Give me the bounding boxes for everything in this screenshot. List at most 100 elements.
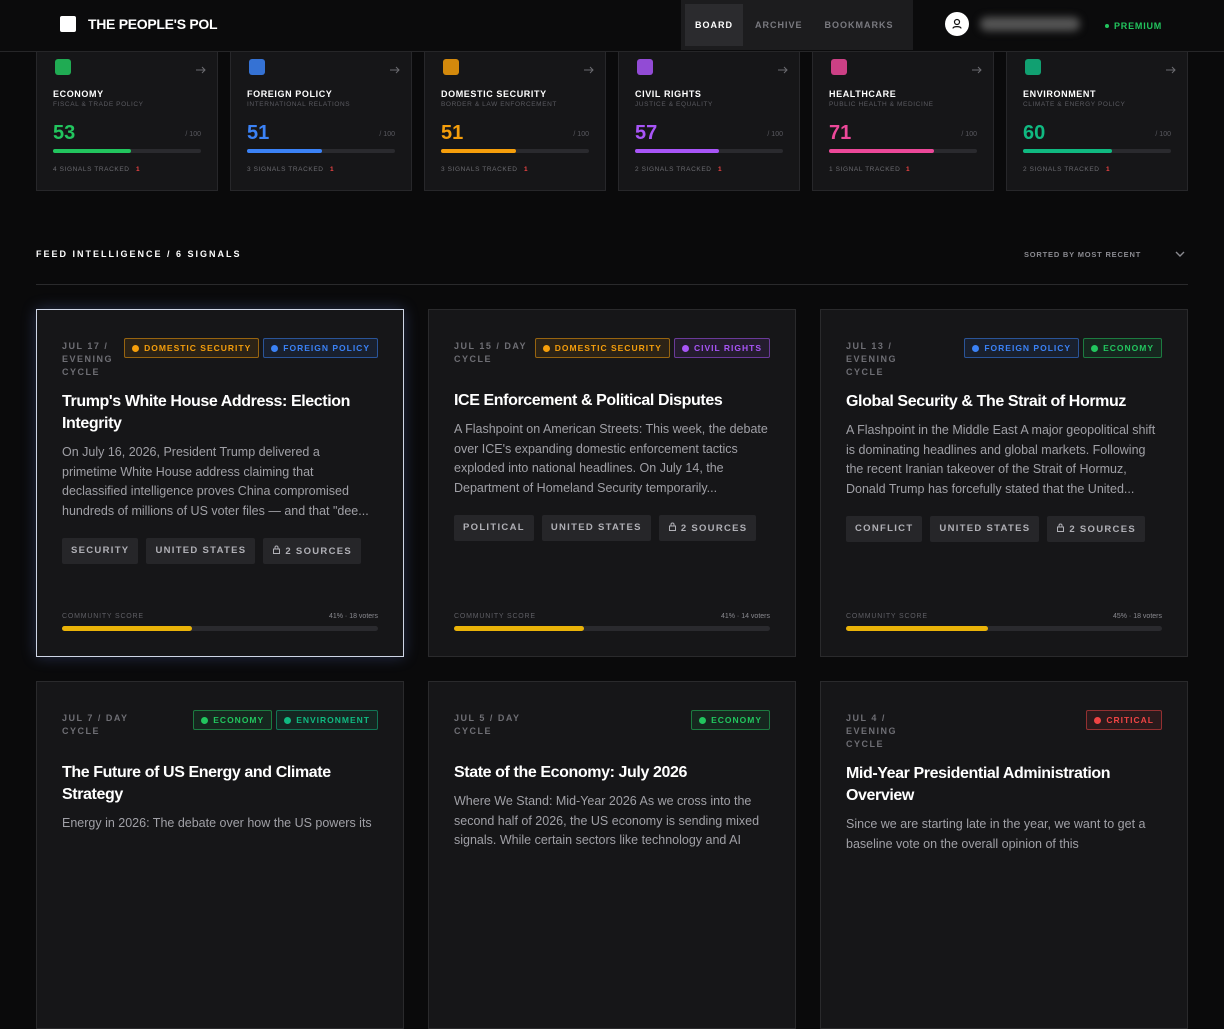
lock-icon xyxy=(273,545,281,554)
category-max: / 100 xyxy=(961,131,977,138)
signal-card[interactable]: JUL 5 / DAY CYCLE ECONOMY State of the Eco… xyxy=(428,681,796,1029)
keyword[interactable]: SECURITY xyxy=(62,538,139,564)
tag[interactable]: DOMESTIC SECURITY xyxy=(534,338,670,358)
nav-item[interactable]: BOOKMARKS xyxy=(824,20,894,30)
keyword[interactable]: UNITED STATES xyxy=(146,538,256,564)
signal-card[interactable]: JUL 4 / EVENING CYCLE CRITICAL Mid-Year Pr… xyxy=(820,681,1188,1029)
card-top: JUL 4 / EVENING CYCLE CRITICAL xyxy=(846,710,1162,751)
alert-count: 1 xyxy=(136,166,140,173)
category-max: / 100 xyxy=(573,131,589,138)
tag-icon xyxy=(699,716,707,724)
tags: FOREIGN POLICY ECONOMY xyxy=(964,338,1162,358)
score-fill xyxy=(635,149,720,153)
score-track xyxy=(1023,149,1171,153)
tag-icon xyxy=(681,344,689,352)
category-card[interactable]: CIVIL RIGHTS JUSTICE & EQUALITY 57 / 100 2 S… xyxy=(618,30,800,191)
category-subtitle: PUBLIC HEALTH & MEDICINE xyxy=(829,101,934,108)
sources[interactable]: 2 SOURCES xyxy=(263,538,362,564)
tag[interactable]: DOMESTIC SECURITY xyxy=(124,338,260,358)
tag[interactable]: CIVIL RIGHTS xyxy=(673,338,770,358)
category-score: 51 xyxy=(247,122,270,144)
signals-tracked: 4 SIGNALS TRACKED xyxy=(53,166,130,173)
score-track xyxy=(441,149,589,153)
sort-chevron[interactable] xyxy=(1174,249,1186,259)
tag[interactable]: ECONOMY xyxy=(193,710,273,730)
score-label: COMMUNITY SCORE xyxy=(454,613,536,620)
tag[interactable]: ECONOMY xyxy=(1083,338,1162,358)
tag[interactable]: CRITICAL xyxy=(1086,710,1162,730)
score-value: 41% · 14 voters xyxy=(720,613,770,620)
nav-item[interactable]: BOARD xyxy=(685,4,743,46)
tag[interactable]: FOREIGN POLICY xyxy=(263,338,378,358)
alert-count: 1 xyxy=(524,166,528,173)
signal-card[interactable]: JUL 13 / EVENING CYCLE FOREIGN POLICY ECON… xyxy=(820,309,1188,657)
card-title: ICE Enforcement & Political Disputes xyxy=(454,392,723,409)
tag[interactable]: ECONOMY xyxy=(691,710,770,730)
category-card[interactable]: FOREIGN POLICY INTERNATIONAL RELATIONS 51 /… xyxy=(230,30,412,191)
keyword[interactable]: CONFLICT xyxy=(846,516,923,542)
signal-card[interactable]: JUL 15 / DAY CYCLE DOMESTIC SECURITY CIVIL… xyxy=(428,309,796,657)
score-fill xyxy=(829,149,935,153)
tag-name: ECONOMY xyxy=(1103,343,1154,353)
category-card[interactable]: ENVIRONMENT CLIMATE & ENERGY POLICY 60 / 10… xyxy=(1006,30,1188,191)
category-subtitle: INTERNATIONAL RELATIONS xyxy=(247,101,351,108)
tag-name: DOMESTIC SECURITY xyxy=(554,343,662,353)
tag[interactable]: ENVIRONMENT xyxy=(276,710,378,730)
tag[interactable]: FOREIGN POLICY xyxy=(964,338,1080,358)
score-fill xyxy=(247,149,323,153)
category-subtitle: JUSTICE & EQUALITY xyxy=(635,101,713,108)
score-label: COMMUNITY SCORE xyxy=(846,613,928,620)
card-date: JUL 7 / DAY CYCLE xyxy=(62,713,129,736)
card-excerpt: Energy in 2026: The debate over how the … xyxy=(62,816,372,830)
card-title: Mid-Year Presidential Administration Ove… xyxy=(846,765,1111,804)
signal-card[interactable]: JUL 7 / DAY CYCLE ECONOMY ENVIRONMENT The F… xyxy=(36,681,404,1029)
category-name: CIVIL RIGHTS xyxy=(635,89,702,99)
score-track xyxy=(454,626,770,631)
card-excerpt: Where We Stand: Mid-Year 2026 As we cros… xyxy=(454,794,760,847)
keywords: SECURITY UNITED STATES 2 SOURCES xyxy=(62,538,378,564)
card-excerpt: On July 16, 2026, President Trump delive… xyxy=(62,445,369,518)
alert-count: 1 xyxy=(906,166,910,173)
nav-item[interactable]: ARCHIVE xyxy=(755,20,803,30)
card-date: JUL 13 / EVENING CYCLE xyxy=(846,341,898,377)
category-card[interactable]: DOMESTIC SECURITY BORDER & LAW ENFORCEMEN… xyxy=(424,30,606,191)
sort-label[interactable]: SORTED BY MOST RECENT xyxy=(1024,250,1142,259)
category-icon xyxy=(249,59,265,75)
tag-name: ENVIRONMENT xyxy=(296,715,370,725)
card-title: Global Security & The Strait of Hormuz xyxy=(846,393,1126,410)
keyword[interactable]: UNITED STATES xyxy=(930,516,1040,542)
arrow-icon xyxy=(778,66,788,74)
keyword[interactable]: UNITED STATES xyxy=(541,515,651,541)
sources[interactable]: 2 SOURCES xyxy=(658,515,757,541)
signals-tracked: 2 SIGNALS TRACKED xyxy=(1023,166,1100,173)
category-card[interactable]: HEALTHCARE PUBLIC HEALTH & MEDICINE 71 / 10… xyxy=(812,30,994,191)
brand[interactable]: THE PEOPLE'S POL xyxy=(60,16,218,32)
nav: BOARD ARCHIVE BOOKMARKS xyxy=(681,0,913,50)
tag-icon xyxy=(1094,716,1102,724)
arrow-icon xyxy=(972,66,982,74)
feed-grid: JUL 17 / EVENING CYCLE DOMESTIC SECURITY F… xyxy=(36,309,1188,1029)
category-card[interactable]: ECONOMY FISCAL & TRADE POLICY 53 / 100 4 SIG… xyxy=(36,30,218,191)
tag-icon xyxy=(201,716,209,724)
score-track xyxy=(635,149,783,153)
category-score: 57 xyxy=(635,122,658,144)
sources[interactable]: 2 SOURCES xyxy=(1047,516,1145,542)
arrow xyxy=(389,61,401,79)
score-track xyxy=(62,626,378,631)
category-icon xyxy=(1025,59,1041,75)
tags: ECONOMY xyxy=(691,710,770,730)
arrow-icon xyxy=(584,66,594,74)
avatar[interactable] xyxy=(945,12,969,36)
card-top: JUL 7 / DAY CYCLE ECONOMY ENVIRONMENT xyxy=(62,710,378,750)
signals-tracked: 3 SIGNALS TRACKED xyxy=(441,166,518,173)
tag-name: ECONOMY xyxy=(711,715,762,725)
tags: DOMESTIC SECURITY CIVIL RIGHTS xyxy=(534,338,770,358)
score-track xyxy=(53,149,201,153)
signal-card[interactable]: JUL 17 / EVENING CYCLE DOMESTIC SECURITY F… xyxy=(36,309,404,657)
signals-tracked: 3 SIGNALS TRACKED xyxy=(247,166,324,173)
tag-name: CRITICAL xyxy=(1106,715,1154,725)
tag-name: FOREIGN POLICY xyxy=(984,343,1072,353)
tag-icon xyxy=(972,344,980,352)
card-top: JUL 13 / EVENING CYCLE FOREIGN POLICY ECON… xyxy=(846,338,1162,379)
keyword[interactable]: POLITICAL xyxy=(454,515,534,541)
